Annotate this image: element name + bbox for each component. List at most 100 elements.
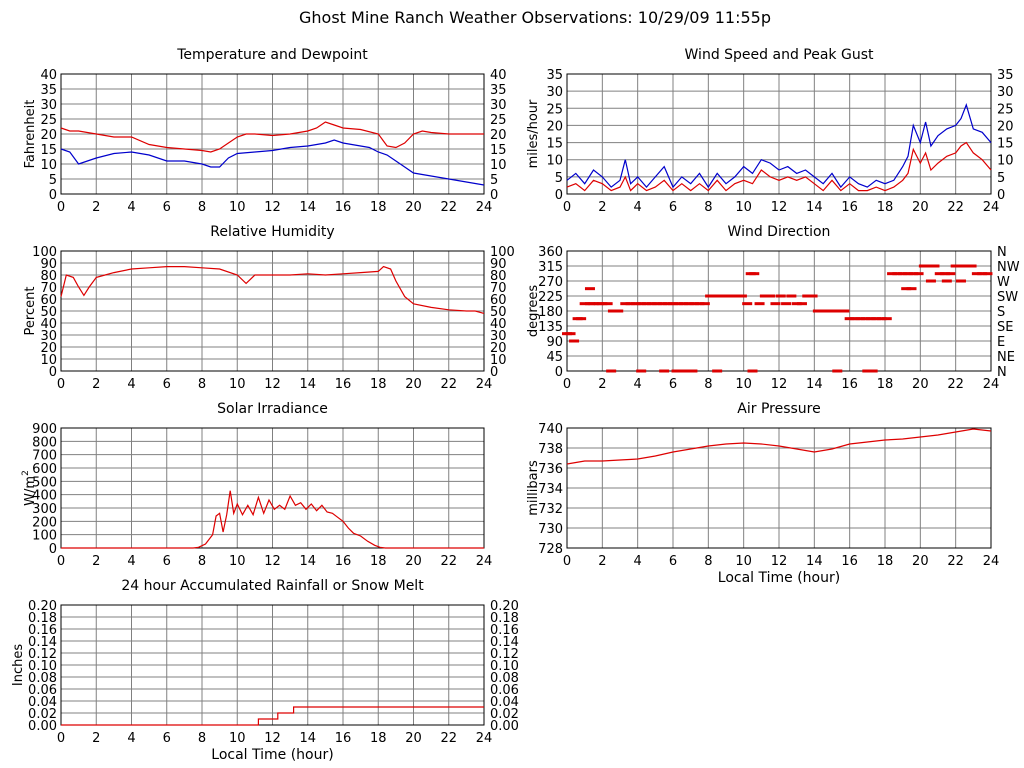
x-tick-label: 8 [704,200,712,215]
x-tick-label: 10 [229,731,246,746]
right-tick-label: 0.12 [490,647,519,662]
x-tick-label: 14 [299,200,316,215]
y-tick-label: 10 [40,158,57,173]
x-tick-label: 24 [983,377,1000,392]
grid [60,250,485,372]
right-tick-label: N [997,245,1007,260]
data-point [770,302,781,306]
y-axis-label-text: Fahrenheit [23,100,38,169]
y-tick-label: 736 [538,462,563,477]
right-tick-label: 60 [490,293,507,308]
data-point [588,302,599,306]
x-tick-label: 2 [598,377,606,392]
x-tick-label: 24 [983,200,1000,215]
data-point [961,264,972,268]
data-point [908,272,919,276]
chart-title: Air Pressure [737,401,820,417]
y-tick-label: 35 [546,68,563,83]
data-point [812,309,823,313]
data-point [940,272,951,276]
x-tick-label: 10 [229,554,246,569]
y-tick-label: 0.12 [28,647,57,662]
data-point [726,294,737,298]
y-tick-label: 500 [32,475,57,490]
data-point [613,309,624,313]
y-tick-label: 740 [538,422,563,437]
data-point [955,264,966,268]
y-tick-label: 315 [538,260,563,275]
x-tick-label: 8 [704,377,712,392]
y-tick-label: 5 [49,173,57,188]
right-tick-label: W [997,275,1010,290]
y-tick-label: 35 [40,83,57,98]
right-tick-label: SW [997,290,1018,305]
right-tick-label: 0.14 [490,635,519,650]
right-tick-label: 0.16 [490,623,519,638]
data-point [742,302,753,306]
y-tick-label: 0.14 [28,635,57,650]
y-tick-label: 25 [546,102,563,117]
right-tick-label: 40 [490,317,507,332]
data-point [646,302,657,306]
grid [566,250,992,372]
data-point [941,279,952,283]
data-point [855,317,866,321]
series-line [566,103,992,189]
right-tick-label: 20 [490,128,507,143]
data-point [579,302,590,306]
y-tick-label: 40 [40,68,57,83]
y-tick-label: 0.00 [28,719,57,734]
y-axis-label: degrees [526,285,541,338]
series-line [566,428,992,465]
x-tick-label: 6 [669,554,677,569]
x-tick-label: 2 [92,731,100,746]
x-tick-label: 14 [299,377,316,392]
y-axis-label: Inches [11,644,26,686]
y-tick-label: 0.06 [28,683,57,698]
data-point [602,302,613,306]
x-tick-label: 4 [127,200,135,215]
data-point [565,332,576,336]
data-point [860,317,871,321]
y-tick-label: 20 [40,128,57,143]
x-tick-label: 6 [163,554,171,569]
x-tick-label: 4 [634,200,642,215]
series-line [61,706,484,726]
x-tick-label: 0 [563,377,571,392]
y-axis-label: millibars [526,460,541,516]
x-tick-label: 12 [771,554,788,569]
y-tick-label: 10 [40,353,57,368]
x-tick-label: 14 [806,554,823,569]
x-tick-label: 2 [92,554,100,569]
y-axis-label-text: Inches [11,644,26,686]
x-tick-label: 16 [841,554,858,569]
data-point [796,302,807,306]
grid [60,73,485,195]
y-tick-label: 0.10 [28,659,57,674]
chart-title: 24 hour Accumulated Rainfall or Snow Mel… [121,578,424,594]
y-tick-label: 0.20 [28,599,57,614]
data-point [802,294,813,298]
y-tick-label: 60 [40,293,57,308]
data-point [747,369,758,373]
right-tick-label: 0.02 [490,707,519,722]
y-tick-label: 30 [40,98,57,113]
right-tick-label: 25 [490,113,507,128]
y-axis-label-text: W/m [23,476,38,506]
right-tick-label: 20 [490,341,507,356]
right-tick-label: 80 [490,269,507,284]
y-axis-label-text: degrees [526,285,541,338]
y-axis-label: W/m2 [21,470,38,506]
plot-frame [60,604,485,726]
right-tick-label: 35 [490,83,507,98]
data-point [834,309,845,313]
data-point [839,309,850,313]
right-tick-label: 30 [997,85,1014,100]
y-tick-label: 738 [538,442,563,457]
data-point [849,317,860,321]
x-tick-label: 22 [440,554,457,569]
data-point [659,369,670,373]
data-point [950,264,961,268]
x-tick-label: 20 [405,731,422,746]
